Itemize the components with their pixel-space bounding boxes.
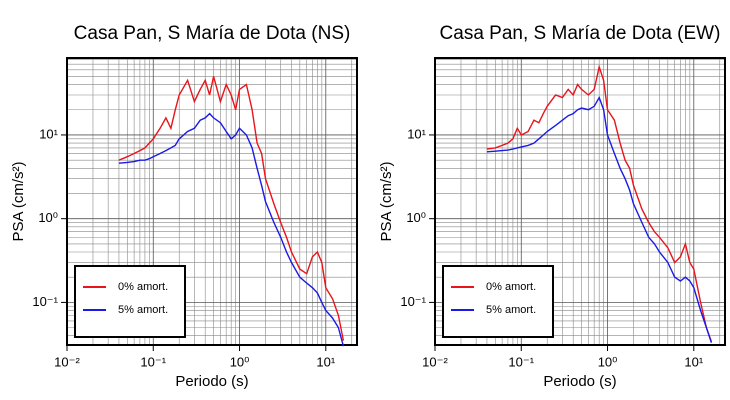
chart: Casa Pan, S María de Dota (EW) 10⁻² 10⁻¹ 10… [378, 23, 726, 390]
legend-box [442, 265, 554, 338]
y-tick-label: 10⁰ [38, 210, 58, 225]
x-tick-label: 10¹ [684, 354, 703, 369]
legend-label: 5% amort. [118, 304, 168, 316]
y-tick-label: 10¹ [39, 126, 58, 141]
data-line [118, 76, 345, 341]
legend-label: 0% amort. [118, 281, 168, 293]
plot-frame [434, 57, 726, 346]
chart-title: Casa Pan, S María de Dota (NS) [74, 23, 351, 44]
y-tick-label: 10¹ [407, 126, 426, 141]
data-line [118, 112, 345, 347]
legend-label: 0% amort. [486, 281, 536, 293]
y-tick-label: 10⁰ [406, 210, 426, 225]
x-axis-label: Periodo (s) [543, 373, 616, 390]
x-tick-label: 10⁻¹ [508, 354, 534, 369]
y-axis-label: PSA (cm/s²) [10, 161, 27, 241]
legend-box [74, 265, 186, 338]
data-line [486, 64, 713, 342]
x-axis-label: Periodo (s) [175, 373, 248, 390]
plot-frame [66, 57, 358, 346]
chart: Casa Pan, S María de Dota (NS) 10⁻² 10⁻¹ 10… [10, 23, 358, 390]
legend-label: 5% amort. [486, 304, 536, 316]
x-tick-label: 10⁻¹ [140, 354, 166, 369]
data-line [486, 95, 713, 343]
x-tick-label: 10⁰ [230, 354, 250, 369]
x-tick-label: 10¹ [316, 354, 335, 369]
chart-title: Casa Pan, S María de Dota (EW) [440, 23, 721, 44]
x-tick-label: 10⁰ [598, 354, 618, 369]
y-axis-label: PSA (cm/s²) [378, 161, 395, 241]
y-tick-label: 10⁻¹ [400, 294, 426, 309]
y-tick-label: 10⁻¹ [32, 294, 58, 309]
x-tick-label: 10⁻² [422, 354, 448, 369]
x-tick-label: 10⁻² [54, 354, 80, 369]
